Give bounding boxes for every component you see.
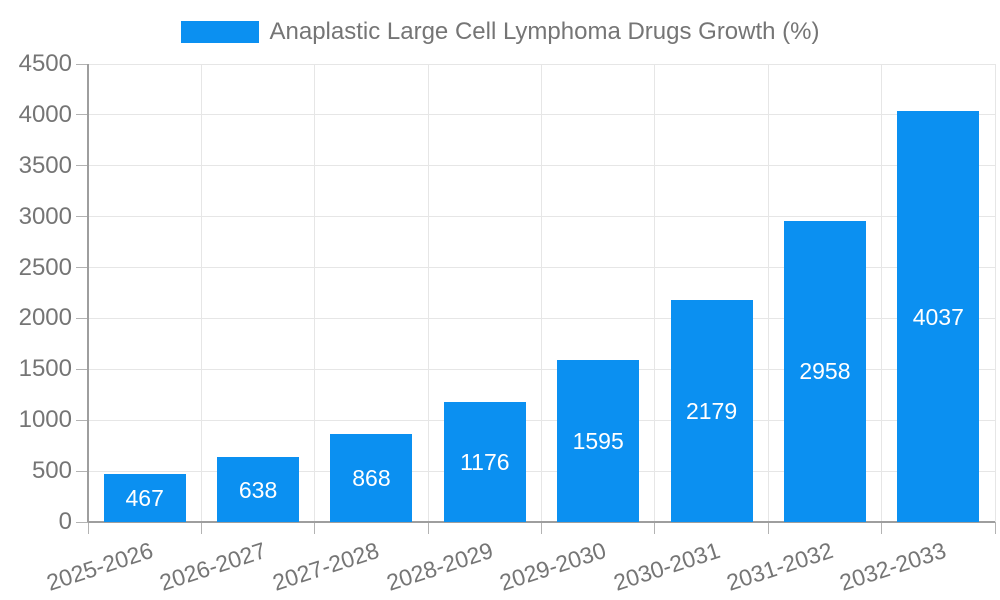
y-tick-mark bbox=[76, 114, 88, 116]
y-tick-mark bbox=[76, 165, 88, 167]
x-axis-line bbox=[88, 521, 995, 523]
bar bbox=[897, 111, 980, 522]
y-tick-mark bbox=[76, 368, 88, 370]
bar-value-label: 2958 bbox=[799, 358, 851, 385]
x-tick-mark bbox=[314, 522, 316, 534]
x-tick-label: 2029-2030 bbox=[496, 537, 610, 596]
y-tick-mark bbox=[76, 470, 88, 472]
y-tick-label: 1500 bbox=[18, 355, 72, 383]
x-tick-label: 2032-2033 bbox=[836, 537, 950, 596]
x-tick-mark bbox=[87, 522, 89, 534]
v-gridline bbox=[541, 64, 542, 522]
y-tick-mark bbox=[76, 63, 88, 65]
y-tick-label: 0 bbox=[58, 508, 72, 535]
x-tick-label: 2031-2032 bbox=[723, 537, 836, 596]
v-gridline bbox=[767, 64, 769, 522]
y-tick-label: 2500 bbox=[18, 253, 72, 281]
bar-value-label: 638 bbox=[238, 476, 278, 503]
y-tick-mark bbox=[76, 317, 88, 319]
bar-value-label: 4037 bbox=[912, 303, 964, 330]
y-tick-label: 1000 bbox=[18, 406, 72, 434]
y-tick-mark bbox=[76, 419, 88, 421]
v-gridline bbox=[881, 64, 883, 522]
x-tick-mark bbox=[427, 522, 429, 534]
v-gridline bbox=[654, 64, 656, 522]
bar bbox=[103, 474, 186, 522]
x-tick-mark bbox=[541, 522, 542, 534]
y-tick-label: 4500 bbox=[18, 50, 72, 77]
bar-value-label: 1176 bbox=[460, 449, 510, 476]
y-axis-line bbox=[87, 64, 89, 522]
bar bbox=[443, 402, 526, 522]
x-tick-label: 2026-2027 bbox=[156, 537, 270, 596]
x-tick-label: 2028-2029 bbox=[383, 537, 496, 596]
y-tick-mark bbox=[76, 521, 88, 523]
legend-item[interactable]: Anaplastic Large Cell Lymphoma Drugs Gro… bbox=[0, 18, 1000, 46]
x-tick-mark bbox=[881, 522, 883, 534]
x-tick-label: 2030-2031 bbox=[609, 537, 723, 596]
x-tick-mark bbox=[654, 522, 656, 534]
y-tick-mark bbox=[76, 267, 88, 269]
y-tick-label: 2000 bbox=[18, 304, 72, 332]
y-tick-label: 3500 bbox=[18, 151, 72, 179]
x-tick-mark bbox=[767, 522, 769, 534]
bar-value-label: 868 bbox=[352, 464, 391, 491]
bar-value-label: 467 bbox=[125, 485, 164, 512]
x-tick-mark bbox=[200, 522, 202, 534]
bar bbox=[330, 433, 413, 522]
v-gridline bbox=[314, 64, 316, 522]
y-tick-mark bbox=[76, 216, 88, 218]
v-gridline bbox=[994, 64, 996, 522]
bar bbox=[557, 359, 640, 522]
v-gridline bbox=[200, 64, 202, 522]
v-gridline bbox=[427, 64, 429, 522]
bar-value-label: 1595 bbox=[572, 427, 624, 454]
bar bbox=[670, 300, 753, 522]
x-tick-mark bbox=[994, 522, 996, 534]
legend-swatch bbox=[180, 21, 259, 43]
bar-value-label: 2179 bbox=[685, 398, 738, 425]
y-tick-label: 500 bbox=[31, 457, 72, 485]
bar bbox=[217, 457, 300, 522]
bar bbox=[783, 220, 866, 522]
x-tick-label: 2027-2028 bbox=[269, 537, 383, 596]
legend-label: Anaplastic Large Cell Lymphoma Drugs Gro… bbox=[269, 18, 820, 45]
y-tick-label: 3000 bbox=[18, 202, 72, 230]
x-tick-label: 2025-2026 bbox=[43, 537, 156, 596]
y-tick-label: 4000 bbox=[18, 100, 72, 128]
